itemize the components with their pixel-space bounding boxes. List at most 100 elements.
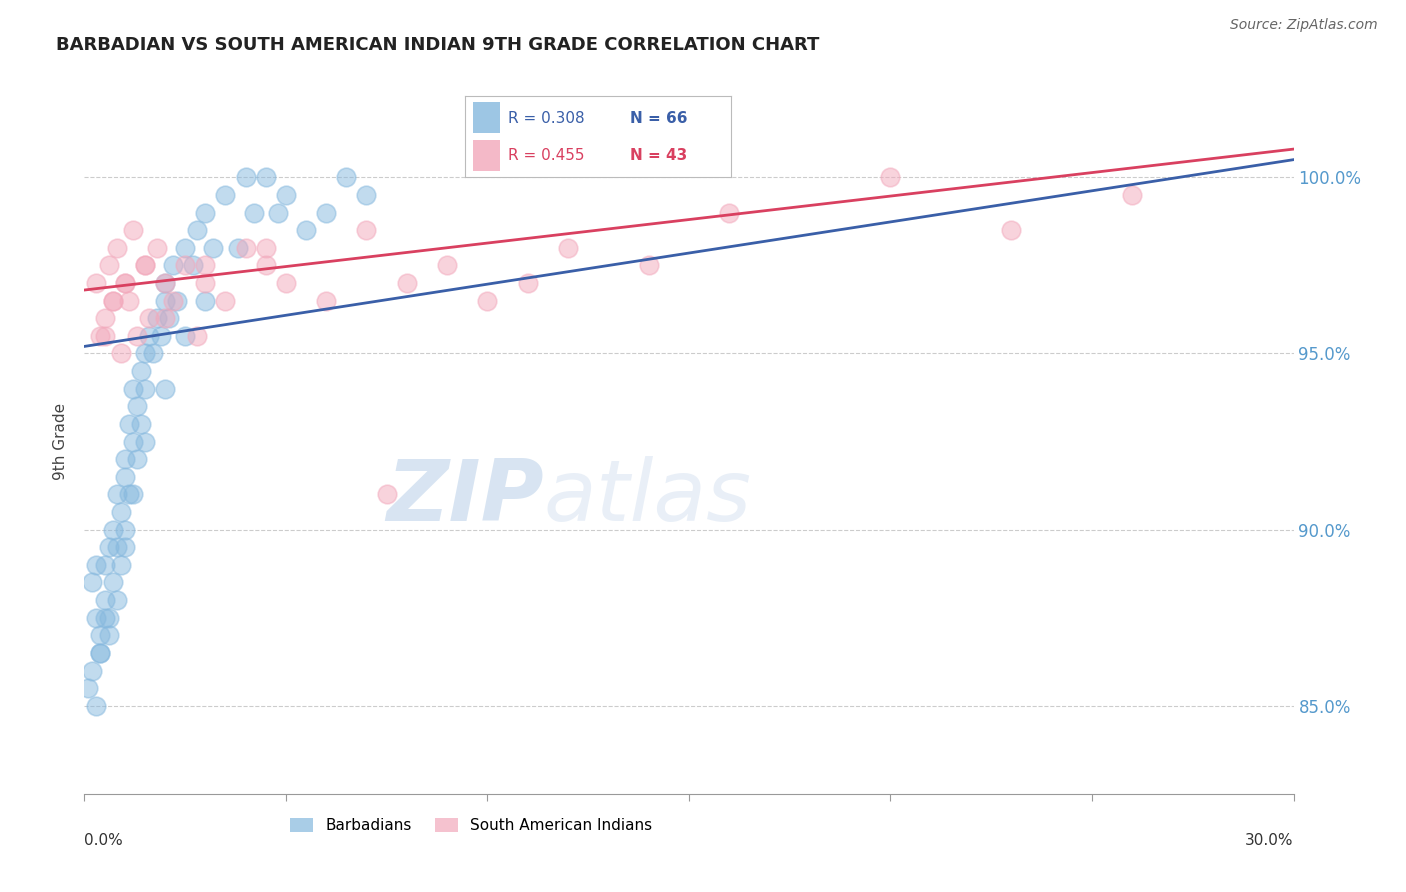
Point [121, 487, 143, 501]
Point [118, 417, 141, 431]
Point [194, 276, 217, 290]
Point [186, 329, 208, 343]
Point [153, 276, 176, 290]
Point [153, 276, 176, 290]
Point [114, 541, 136, 555]
Point [101, 575, 124, 590]
Point [114, 470, 136, 484]
Point [125, 329, 148, 343]
Point [105, 593, 128, 607]
Point [295, 223, 318, 237]
Point [82, 664, 104, 678]
Point [89, 329, 111, 343]
Point [129, 364, 152, 378]
Point [356, 223, 378, 237]
Point [375, 487, 398, 501]
Text: BARBADIAN VS SOUTH AMERICAN INDIAN 9TH GRADE CORRELATION CHART: BARBADIAN VS SOUTH AMERICAN INDIAN 9TH G… [56, 36, 820, 54]
Point [274, 276, 297, 290]
Point [226, 241, 249, 255]
Point [142, 346, 165, 360]
Point [153, 382, 176, 396]
Point [254, 259, 277, 273]
Point [194, 205, 217, 219]
Point [86, 698, 108, 713]
Point [101, 293, 124, 308]
Point [134, 259, 156, 273]
Point [134, 259, 156, 273]
Point [89, 628, 111, 642]
Point [186, 223, 208, 237]
Point [89, 646, 111, 660]
Point [121, 382, 143, 396]
Point [274, 188, 297, 202]
Point [121, 434, 143, 449]
Point [242, 205, 264, 219]
Point [1121, 188, 1143, 202]
Point [134, 382, 156, 396]
Point [637, 259, 659, 273]
Point [254, 241, 277, 255]
Point [86, 558, 108, 572]
Point [86, 276, 108, 290]
Point [93, 311, 115, 326]
Point [134, 346, 156, 360]
Point [157, 311, 180, 326]
Point [477, 293, 499, 308]
Point [129, 417, 152, 431]
Point [93, 329, 115, 343]
Point [153, 311, 176, 326]
Point [166, 293, 188, 308]
Point [214, 293, 236, 308]
Point [879, 170, 901, 185]
Point [138, 329, 160, 343]
Point [114, 523, 136, 537]
Point [105, 541, 128, 555]
Point [516, 276, 538, 290]
Point [118, 293, 141, 308]
Point [162, 293, 184, 308]
Point [557, 241, 579, 255]
Point [174, 329, 197, 343]
Text: Source: ZipAtlas.com: Source: ZipAtlas.com [1230, 18, 1378, 32]
Point [335, 170, 357, 185]
Point [149, 329, 172, 343]
Point [134, 434, 156, 449]
Point [121, 223, 143, 237]
Point [174, 259, 197, 273]
Point [101, 523, 124, 537]
Point [162, 259, 184, 273]
Point [1000, 223, 1022, 237]
Point [97, 259, 120, 273]
Point [125, 452, 148, 467]
Point [93, 558, 115, 572]
Point [202, 241, 225, 255]
Point [89, 646, 111, 660]
Point [97, 628, 120, 642]
Point [105, 487, 128, 501]
Point [114, 276, 136, 290]
Point [101, 293, 124, 308]
Point [235, 170, 257, 185]
Point [315, 205, 337, 219]
Text: atlas: atlas [544, 457, 752, 540]
Point [110, 505, 132, 519]
Point [97, 611, 120, 625]
Text: ZIP: ZIP [387, 457, 544, 540]
Point [356, 188, 378, 202]
Point [93, 593, 115, 607]
Point [138, 311, 160, 326]
Point [146, 311, 169, 326]
Point [214, 188, 236, 202]
Legend: Barbadians, South American Indians: Barbadians, South American Indians [284, 812, 658, 839]
Point [93, 611, 115, 625]
Point [114, 276, 136, 290]
Point [110, 558, 132, 572]
Text: 0.0%: 0.0% [84, 832, 124, 847]
Point [174, 241, 197, 255]
Point [86, 611, 108, 625]
Point [194, 293, 217, 308]
Point [77, 681, 100, 696]
Point [235, 241, 257, 255]
Point [395, 276, 418, 290]
Point [105, 241, 128, 255]
